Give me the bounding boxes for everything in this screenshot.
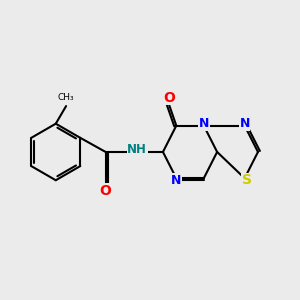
Text: O: O [100, 184, 112, 198]
Text: CH₃: CH₃ [58, 93, 74, 102]
Text: N: N [239, 117, 250, 130]
Text: O: O [163, 91, 175, 105]
Text: S: S [242, 173, 252, 187]
Text: NH: NH [127, 143, 147, 156]
Text: N: N [171, 174, 181, 187]
Text: N: N [199, 117, 209, 130]
